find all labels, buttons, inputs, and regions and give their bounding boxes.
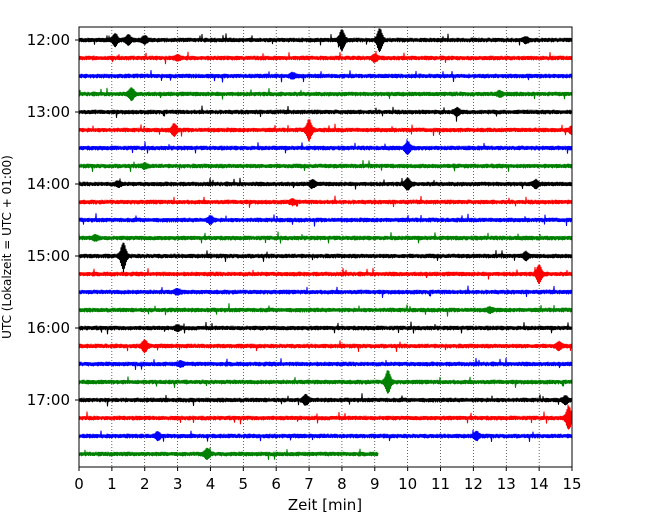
seismogram-trace [78, 303, 573, 317]
seismogram-trace [78, 231, 573, 244]
y-tick-label: 13:00 [27, 103, 70, 121]
x-tick-label: 2 [140, 475, 150, 493]
plot-frame [78, 26, 573, 468]
seismogram-trace [78, 264, 573, 285]
seismogram-trace [78, 393, 573, 407]
seismogram-trace [78, 321, 573, 335]
x-tick-label: 3 [173, 475, 183, 493]
seismogram-trace [78, 70, 573, 83]
seismogram-trace [78, 357, 573, 370]
y-tick-label: 14:00 [27, 175, 70, 193]
x-tick-label: 14 [530, 475, 549, 493]
seismogram-trace [78, 105, 573, 122]
seismogram-trace [78, 177, 573, 191]
seismogram-trace [78, 339, 573, 354]
seismogram-trace [78, 404, 573, 430]
seismogram-trace [78, 429, 573, 443]
x-tick-label: 4 [206, 475, 216, 493]
seismogram-trace [78, 370, 573, 394]
seismogram-trace [78, 160, 573, 173]
x-tick-label: 13 [497, 475, 516, 493]
x-tick-label: 9 [370, 475, 380, 493]
seismogram-trace [78, 195, 573, 208]
x-tick-label: 10 [398, 475, 417, 493]
x-axis-label: Zeit [min] [288, 496, 362, 514]
trace-group [78, 28, 573, 460]
x-tick-label: 6 [271, 475, 281, 493]
x-tick-label: 1 [107, 475, 117, 493]
seismogram-trace [78, 50, 573, 65]
vertical-grid [111, 27, 540, 467]
seismogram-trace [78, 139, 573, 156]
seismogram-trace [78, 87, 573, 102]
x-tick-label: 8 [337, 475, 347, 493]
y-axis-ticks: 12:00 13:00 14:00 15:00 16:00 17:00 [27, 31, 79, 409]
x-tick-label: 12 [464, 475, 483, 493]
seismogram-trace [78, 242, 573, 274]
y-tick-label: 12:00 [27, 31, 70, 49]
seismogram-trace [78, 447, 379, 460]
y-tick-label: 15:00 [27, 247, 70, 265]
x-tick-label: 7 [304, 475, 314, 493]
seismogram-trace [78, 285, 573, 298]
seismogram-trace [78, 28, 573, 53]
y-tick-label: 17:00 [27, 391, 70, 409]
x-tick-label: 0 [74, 475, 84, 493]
x-tick-label: 11 [431, 475, 450, 493]
seismogram-trace [78, 118, 573, 142]
x-tick-label: 15 [562, 475, 581, 493]
seismogram-trace [78, 213, 573, 227]
x-tick-label: 5 [239, 475, 249, 493]
x-axis-ticks: 0 1 2 3 4 5 6 7 8 9 10 11 12 13 14 15 [74, 467, 582, 493]
y-axis-label: UTC (Lokalzeit = UTC + 01:00) [0, 155, 14, 339]
y-tick-label: 16:00 [27, 319, 70, 337]
